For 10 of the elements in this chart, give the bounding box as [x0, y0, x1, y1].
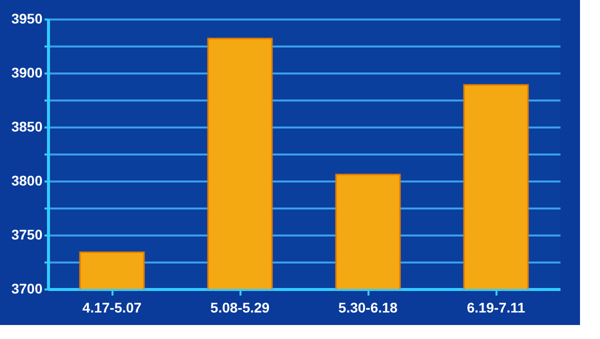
- x-tick-label: 6.19-7.11: [466, 300, 526, 316]
- x-tick-label: 5.30-6.18: [338, 300, 398, 316]
- y-tick-label: 3700: [11, 280, 43, 296]
- y-tick-label: 3750: [11, 226, 43, 242]
- y-tick-label: 3900: [11, 64, 43, 80]
- y-tick-label: 3800: [11, 172, 43, 188]
- y-tick-label: 3850: [11, 118, 43, 134]
- x-tick-label: 4.17-5.07: [82, 300, 142, 316]
- x-tick-label: 5.08-5.29: [210, 300, 270, 316]
- y-tick-label: 3950: [11, 10, 43, 26]
